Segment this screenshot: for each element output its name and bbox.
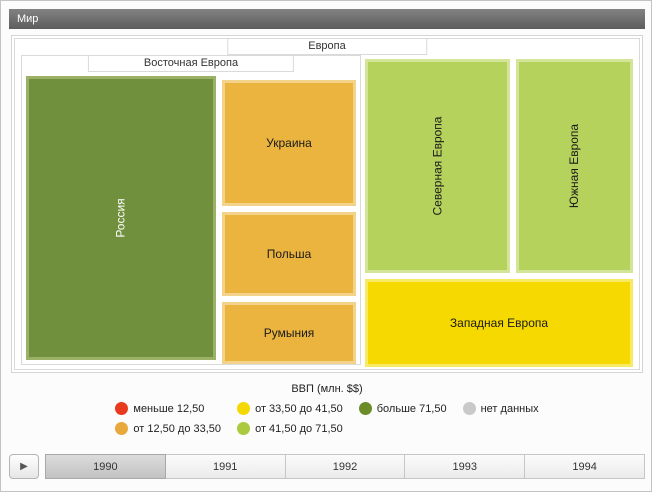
legend-item-label: больше 71,50: [376, 402, 447, 415]
timeline: ▶ 1990 1991 1992 1993 1994: [9, 454, 645, 479]
treemap-cell-southern-europe[interactable]: Южная Европа: [516, 59, 633, 273]
treemap-cell-romania-label: Румыния: [263, 326, 315, 340]
treemap-panel: Европа Восточная Европа Россия Украина П…: [11, 35, 643, 373]
treemap-cell-russia[interactable]: Россия: [26, 76, 216, 360]
legend-item: меньше 12,50: [115, 401, 221, 416]
treemap-cell-northern-europe-label: Северная Европа: [430, 116, 445, 216]
legend-dot-orange: [115, 422, 129, 435]
legend-item: больше 71,50: [358, 401, 447, 416]
legend-item: от 41,50 до 71,50: [237, 421, 343, 436]
treemap-group-europe: Европа Восточная Европа Россия Украина П…: [14, 38, 640, 370]
treemap-group-eastern-europe-label[interactable]: Восточная Европа: [87, 56, 295, 72]
legend-dot-red: [115, 402, 129, 415]
legend-item-label: от 33,50 до 41,50: [255, 402, 343, 415]
year-button-1994[interactable]: 1994: [524, 454, 645, 479]
legend-dot-darkgreen: [358, 402, 372, 415]
year-button-1993[interactable]: 1993: [404, 454, 526, 479]
legend-column: нет данных: [462, 401, 539, 436]
legend-dot-gray: [462, 402, 476, 415]
legend: ВВП (млн. $$) меньше 12,50 от 12,50 до 3…: [1, 383, 652, 436]
treemap-cell-southern-europe-label: Южная Европа: [567, 123, 582, 209]
treemap-group-eastern-europe: Восточная Европа Россия Украина Польша Р…: [21, 55, 361, 365]
legend-dot-yellowgreen: [237, 422, 251, 435]
year-button-1991[interactable]: 1991: [164, 454, 286, 479]
treemap-cell-northern-europe[interactable]: Северная Европа: [365, 59, 510, 273]
treemap-cell-western-europe[interactable]: Западная Европа: [365, 279, 633, 367]
legend-item: от 12,50 до 33,50: [115, 421, 221, 436]
treemap-cell-poland[interactable]: Польша: [222, 212, 356, 296]
legend-column: меньше 12,50 от 12,50 до 33,50: [115, 401, 221, 436]
treemap-group-europe-label[interactable]: Европа: [227, 39, 427, 55]
treemap-cell-romania[interactable]: Румыния: [222, 302, 356, 364]
treemap-cell-western-europe-label: Западная Европа: [449, 316, 549, 330]
breadcrumb-root-label: Мир: [17, 13, 39, 25]
legend-item-label: меньше 12,50: [133, 402, 205, 415]
legend-items: меньше 12,50 от 12,50 до 33,50 от 33,50 …: [1, 401, 652, 436]
legend-column: от 33,50 до 41,50 от 41,50 до 71,50: [237, 401, 343, 436]
year-button-1992[interactable]: 1992: [284, 454, 406, 479]
year-selector: 1990 1991 1992 1993 1994: [45, 454, 645, 479]
breadcrumb-header[interactable]: Мир: [9, 9, 645, 29]
legend-dot-yellow: [237, 402, 251, 415]
legend-item-label: от 41,50 до 71,50: [255, 422, 343, 435]
play-icon: ▶: [20, 461, 28, 472]
year-button-1990[interactable]: 1990: [45, 454, 166, 479]
legend-item: нет данных: [462, 401, 539, 416]
play-button[interactable]: ▶: [9, 454, 39, 479]
legend-item-label: нет данных: [480, 402, 539, 415]
treemap-cell-russia-label: Россия: [113, 198, 128, 238]
treemap-cell-ukraine-label: Украина: [266, 136, 312, 150]
treemap-cell-poland-label: Польша: [266, 247, 312, 261]
treemap-cell-ukraine[interactable]: Украина: [222, 80, 356, 206]
legend-item-label: от 12,50 до 33,50: [133, 422, 222, 435]
legend-column: больше 71,50: [358, 401, 447, 436]
legend-title: ВВП (млн. $$): [291, 383, 363, 395]
legend-item: от 33,50 до 41,50: [237, 401, 343, 416]
